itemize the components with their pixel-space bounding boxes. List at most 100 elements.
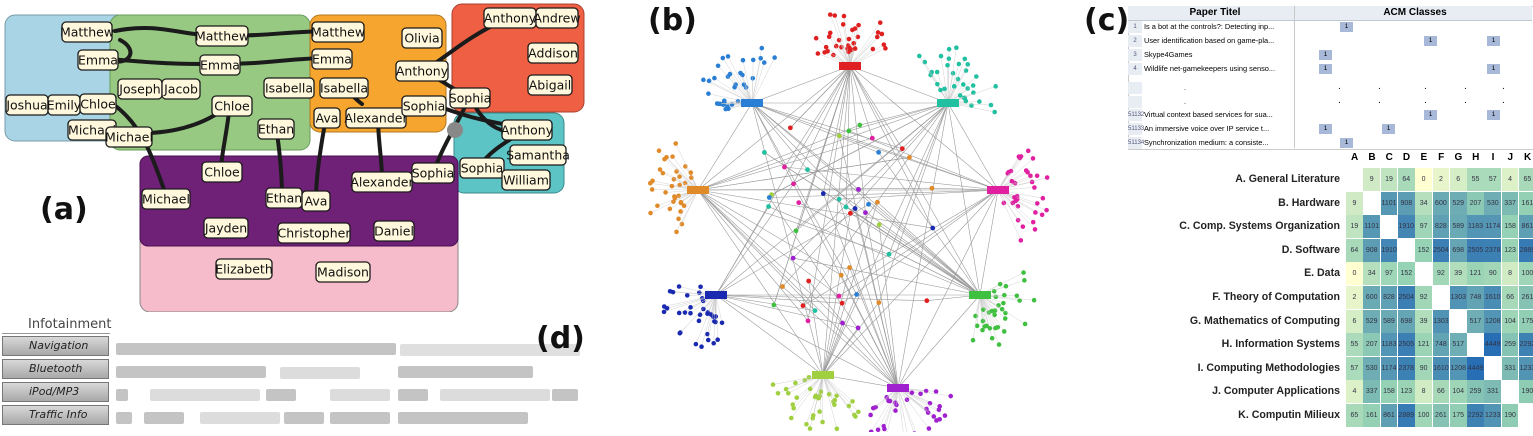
blurred-bar bbox=[330, 412, 390, 424]
paper-title: Virtual context based services for sua..… bbox=[1144, 109, 1294, 121]
menu-item-traffic-info[interactable]: Traffic Info bbox=[2, 405, 109, 425]
class-flag: 1 bbox=[1487, 36, 1500, 46]
paper-title: Skype4Games bbox=[1144, 49, 1294, 61]
network-graph-panel: (b) bbox=[610, 0, 1080, 432]
graph-node bbox=[852, 41, 857, 46]
graph-node bbox=[811, 413, 816, 418]
graph-node bbox=[650, 187, 655, 192]
blurred-bar bbox=[266, 389, 296, 401]
menu-item-ipod[interactable]: iPod/MP3 bbox=[2, 382, 109, 402]
matrix-cell: 161 bbox=[1519, 192, 1533, 215]
ellipsis-dot: . bbox=[1424, 96, 1427, 106]
graph-node bbox=[1033, 227, 1038, 232]
graph-node bbox=[726, 54, 731, 59]
menu-item-navigation[interactable]: Navigation bbox=[2, 336, 109, 356]
matrix-cell: 2504 bbox=[1433, 239, 1450, 262]
graph-node bbox=[995, 325, 1000, 330]
graph-node bbox=[689, 170, 694, 175]
graph-node bbox=[816, 51, 821, 56]
graph-node bbox=[924, 298, 929, 303]
graph-node bbox=[832, 402, 837, 407]
matrix-cell: 9 bbox=[1363, 168, 1380, 191]
name-node: Michael bbox=[105, 127, 153, 147]
graph-node bbox=[1002, 293, 1007, 298]
graph-node bbox=[816, 396, 821, 401]
name-label: Chloe bbox=[214, 99, 250, 114]
row-number bbox=[1128, 96, 1142, 108]
matrix-cell: 90 bbox=[1415, 357, 1432, 380]
graph-edge bbox=[752, 66, 850, 103]
name-label: Ava bbox=[316, 111, 339, 126]
name-label: Olivia bbox=[404, 31, 439, 46]
graph-node bbox=[856, 410, 861, 415]
matrix-cell: 8 bbox=[1415, 380, 1432, 403]
menu-item-bluetooth[interactable]: Bluetooth bbox=[2, 359, 109, 379]
graph-node bbox=[847, 265, 852, 270]
matrix-cell: 530 bbox=[1484, 192, 1501, 215]
name-node: Christopher bbox=[277, 223, 351, 243]
name-label: Chloe bbox=[80, 97, 116, 112]
matrix-col-header: J bbox=[1502, 152, 1519, 163]
graph-node bbox=[655, 204, 660, 209]
panel-label-d: (d) bbox=[536, 321, 585, 356]
graph-node bbox=[806, 279, 811, 284]
matrix-col-header: C bbox=[1381, 152, 1398, 163]
name-label: Madison bbox=[317, 265, 369, 280]
name-node: Emma bbox=[200, 55, 240, 75]
graph-node bbox=[875, 35, 880, 40]
graph-edge bbox=[716, 103, 948, 295]
graph-edge bbox=[865, 213, 898, 388]
matrix-col-header: D bbox=[1398, 152, 1415, 163]
matrix-cell bbox=[1502, 380, 1519, 403]
matrix-cell: 190 bbox=[1519, 380, 1533, 403]
matrix-cell: 529 bbox=[1450, 192, 1467, 215]
class-flag: 1 bbox=[1424, 110, 1437, 120]
matrix-cell: 1101 bbox=[1381, 192, 1398, 215]
name-label: Matthew bbox=[195, 29, 249, 44]
matrix-cell: 2889 bbox=[1398, 404, 1415, 427]
name-node: Anthony bbox=[484, 8, 537, 28]
name-label: Emma bbox=[312, 52, 352, 67]
graph-node bbox=[674, 230, 679, 235]
matrix-cell: 4449 bbox=[1484, 333, 1501, 356]
matrix-cell: 97 bbox=[1381, 262, 1398, 285]
matrix-cell: 698 bbox=[1450, 239, 1467, 262]
class-flag: 1 bbox=[1319, 64, 1332, 74]
name-label: William bbox=[503, 173, 549, 188]
matrix-cell: 152 bbox=[1415, 239, 1432, 262]
matrix-cell: 517 bbox=[1467, 310, 1484, 333]
matrix-row-label: C. Comp. Systems Organization bbox=[1128, 220, 1340, 232]
graph-node bbox=[900, 146, 905, 151]
graph-node bbox=[868, 413, 873, 418]
name-label: Joseph bbox=[118, 82, 160, 97]
name-node: Olivia bbox=[402, 28, 442, 48]
graph-node bbox=[701, 78, 706, 83]
name-node: Sophia bbox=[402, 96, 446, 116]
name-label: Ethan bbox=[266, 191, 302, 206]
graph-node bbox=[705, 311, 710, 316]
graph-node bbox=[664, 155, 669, 160]
graph-node bbox=[934, 389, 939, 394]
name-node: Jayden bbox=[204, 218, 248, 238]
graph-node bbox=[677, 284, 682, 289]
graph-node bbox=[841, 22, 846, 27]
graph-edge bbox=[948, 103, 980, 295]
graph-node bbox=[794, 395, 799, 400]
matrix-cell: 2504 bbox=[1398, 286, 1415, 309]
matrix-cell: 190 bbox=[1502, 404, 1519, 427]
matrix-cell: 92 bbox=[1433, 262, 1450, 285]
name-node: Samantha bbox=[506, 145, 570, 165]
graph-hub bbox=[969, 291, 991, 299]
matrix-cell: 908 bbox=[1363, 239, 1380, 262]
graph-node bbox=[688, 311, 693, 316]
graph-node bbox=[931, 414, 936, 419]
graph-node bbox=[982, 324, 987, 329]
graph-node bbox=[673, 141, 678, 146]
matrix-row-label: K. Computin Milieux bbox=[1128, 409, 1340, 421]
graph-node bbox=[817, 409, 822, 414]
graph-node bbox=[771, 382, 776, 387]
name-label: Emma bbox=[78, 53, 118, 68]
name-label: Chloe bbox=[204, 165, 240, 180]
matrix-cell: 1610 bbox=[1433, 357, 1450, 380]
